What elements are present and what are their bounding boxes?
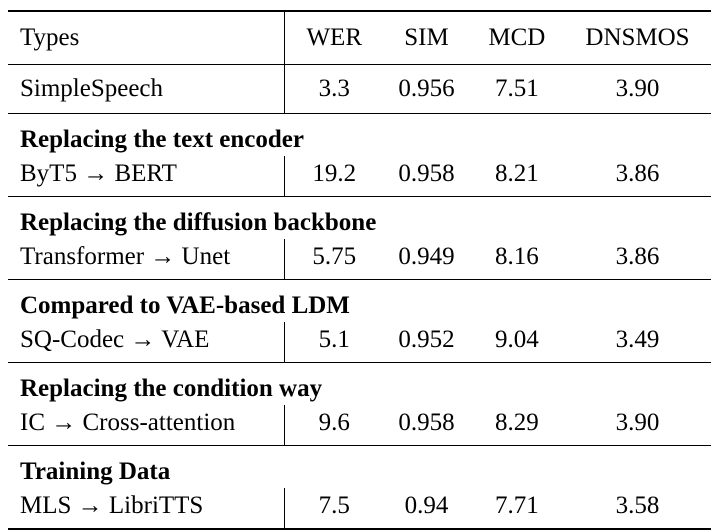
group-title-row: Training Data	[8, 445, 711, 489]
row-dnsmos: 3.58	[615, 491, 660, 519]
page: Types WER SIM MCD DNSMOS SimpleSpeech 3.…	[8, 11, 711, 529]
group-title: Replacing the diffusion backbone	[20, 208, 377, 236]
row-mcd: 8.29	[495, 408, 539, 436]
table-row: Transformer → Unet 5.75 0.949 8.16 3.86	[8, 239, 711, 280]
row-wer: 5.1	[318, 325, 350, 353]
row-mcd: 8.21	[495, 159, 539, 187]
group-title-row: Compared to VAE-based LDM	[8, 279, 711, 323]
row-mcd: 7.71	[495, 491, 539, 519]
group-title: Training Data	[20, 457, 171, 485]
baseline-dnsmos: 3.90	[615, 74, 660, 102]
baseline-mcd: 7.51	[495, 74, 539, 102]
baseline-type: SimpleSpeech	[8, 64, 286, 114]
header-dnsmos: DNSMOS	[585, 23, 690, 51]
baseline-wer: 3.3	[318, 74, 350, 102]
group-title: Compared to VAE-based LDM	[20, 291, 350, 319]
row-sim: 0.94	[404, 491, 449, 519]
row-sim: 0.949	[398, 242, 455, 270]
group-title: Replacing the condition way	[20, 374, 323, 402]
row-type: ByT5 → BERT	[8, 156, 286, 197]
table-row: ByT5 → BERT 19.2 0.958 8.21 3.86	[8, 156, 711, 197]
group-title-row: Replacing the condition way	[8, 362, 711, 406]
row-sim: 0.952	[398, 325, 455, 353]
header-mcd: MCD	[488, 23, 546, 51]
header-types: Types	[8, 11, 286, 65]
row-wer: 5.75	[312, 242, 357, 270]
row-mcd: 9.04	[495, 325, 539, 353]
row-mcd: 8.16	[495, 242, 539, 270]
row-type: SQ-Codec → VAE	[8, 322, 286, 363]
group-title-row: Replacing the text encoder	[8, 113, 711, 157]
group-title: Replacing the text encoder	[20, 125, 304, 153]
row-type: MLS → LibriTTS	[8, 488, 286, 529]
row-sim: 0.958	[398, 408, 455, 436]
row-sim: 0.958	[398, 159, 455, 187]
table-row: IC → Cross-attention 9.6 0.958 8.29 3.90	[8, 405, 711, 446]
group-title-row: Replacing the diffusion backbone	[8, 196, 711, 240]
row-wer: 9.6	[318, 408, 350, 436]
header-wer: WER	[306, 23, 362, 51]
header-sim: SIM	[404, 23, 449, 51]
row-type: IC → Cross-attention	[8, 405, 286, 446]
baseline-row: SimpleSpeech 3.3 0.956 7.51 3.90	[8, 64, 711, 114]
table-header-row: Types WER SIM MCD DNSMOS	[8, 11, 711, 65]
row-wer: 7.5	[318, 491, 350, 519]
baseline-sim: 0.956	[398, 74, 455, 102]
ablation-table: Types WER SIM MCD DNSMOS SimpleSpeech 3.…	[8, 10, 711, 530]
table-row: SQ-Codec → VAE 5.1 0.952 9.04 3.49	[8, 322, 711, 363]
row-dnsmos: 3.86	[615, 242, 660, 270]
row-wer: 19.2	[312, 159, 357, 187]
row-dnsmos: 3.90	[615, 408, 660, 436]
table-row: MLS → LibriTTS 7.5 0.94 7.71 3.58	[8, 488, 711, 529]
row-type: Transformer → Unet	[8, 239, 286, 280]
row-dnsmos: 3.49	[615, 325, 660, 353]
row-dnsmos: 3.86	[615, 159, 660, 187]
